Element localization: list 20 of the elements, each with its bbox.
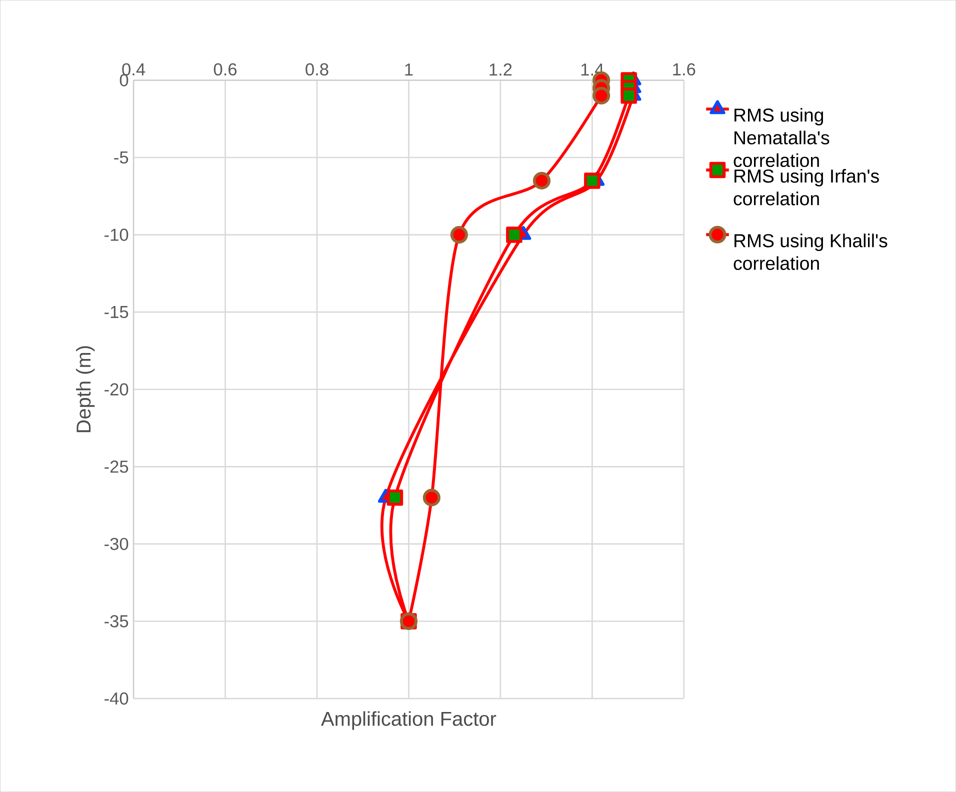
x-axis-title: Amplification Factor [320, 711, 496, 730]
legend-label: RMS using Nematalla's correlation [734, 108, 830, 168]
x-tick-label: 1.6 [673, 63, 696, 76]
y-tick-label: -30 [104, 538, 128, 550]
y-axis-title: Depth (m) [76, 346, 95, 432]
x-tick-label: 0.4 [122, 63, 146, 76]
y-tick-label: -25 [104, 460, 128, 473]
legend-label: RMS using Irfan's correlation [734, 168, 879, 206]
y-tick-label: -40 [104, 692, 128, 705]
x-tick-label: 0.8 [306, 63, 328, 76]
x-tick-label: 1 [405, 64, 413, 76]
legend-label: RMS using Khalil's correlation [734, 234, 888, 270]
y-tick-label: -35 [104, 615, 128, 628]
x-tick-label: 0.6 [214, 63, 237, 76]
y-tick-label: -15 [104, 306, 128, 318]
y-tick-label: -10 [104, 228, 128, 241]
x-tick-label: 1.2 [490, 63, 512, 76]
y-tick-label: -5 [114, 151, 128, 164]
y-tick-label: 0 [120, 74, 128, 86]
y-tick-label: -20 [104, 383, 128, 396]
